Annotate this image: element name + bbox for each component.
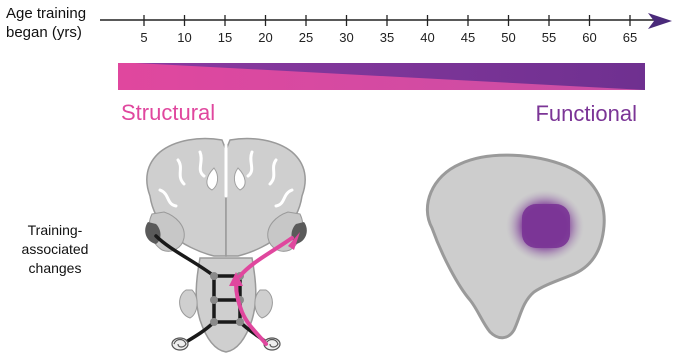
- axis-ticks: [143, 15, 631, 26]
- left-ventricle: [206, 167, 219, 191]
- structural-arrowhead-lower: [229, 272, 243, 286]
- age-axis: [100, 13, 672, 90]
- axis-title: Age training began (yrs): [6, 4, 86, 42]
- training-changes-label: Training- associated changes: [10, 221, 100, 278]
- structural-pathway-magenta: [234, 236, 294, 346]
- left-cochlea-icon: [171, 337, 189, 351]
- functional-activation-core: [522, 204, 570, 248]
- structural-arrowhead-upper: [288, 232, 300, 250]
- axis-arrow-icon: [648, 13, 672, 29]
- training-changes-line2: associated: [21, 241, 89, 257]
- cerebellum-left: [179, 289, 198, 319]
- functional-label: Functional: [535, 101, 637, 126]
- cortical-folds: [158, 144, 294, 208]
- axis-title-line1: Age training: [6, 5, 87, 22]
- axis-title-line2: began (yrs): [6, 24, 82, 41]
- structural-label: Structural: [121, 100, 216, 125]
- functional-band: [135, 63, 645, 90]
- training-changes-line1: Training-: [27, 222, 83, 238]
- right-ventricle: [233, 167, 246, 191]
- training-changes-line3: changes: [28, 260, 82, 276]
- cerebellum-right: [254, 289, 273, 319]
- brainstem: [195, 257, 257, 353]
